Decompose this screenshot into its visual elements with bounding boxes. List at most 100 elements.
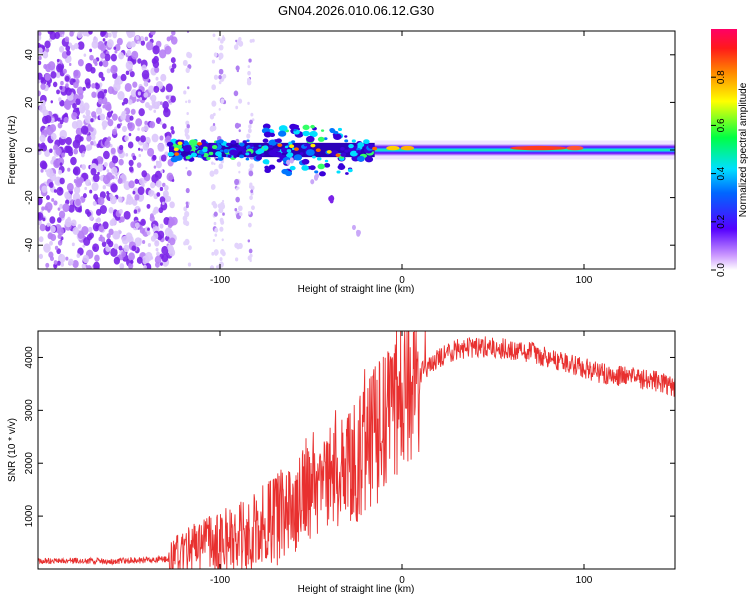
noise-blob (113, 82, 121, 92)
noise-blob (155, 247, 159, 252)
scatter-blob (329, 128, 335, 133)
scatter-hot (289, 144, 295, 148)
scatter-blob (351, 139, 356, 143)
noise-blob (127, 99, 133, 105)
noise-blob (159, 121, 163, 125)
scatter-blob (274, 139, 279, 143)
noise-blob (65, 136, 72, 146)
scatter-hot (173, 147, 179, 152)
noise-blob (132, 155, 137, 161)
noise-blob (56, 58, 60, 63)
scatter-blob (239, 154, 245, 159)
colorbar-label: Normalized spectral amplitude (738, 82, 749, 217)
noise-blob (92, 173, 100, 183)
noise-blob (50, 71, 57, 79)
noise-blob (107, 240, 114, 248)
noise-blob (102, 125, 106, 130)
noise-blob (71, 121, 79, 129)
noise-blob (105, 103, 112, 112)
noise-blob (66, 50, 71, 56)
noise-blob (38, 212, 44, 221)
scatter-blob (219, 149, 224, 152)
noise-blob (59, 129, 67, 140)
colorbar-ticks: 0.0 0.2 0.4 0.6 0.8 (711, 70, 727, 277)
noise-blob (141, 70, 150, 80)
noise-blob (148, 85, 155, 94)
noise-blob (132, 81, 138, 88)
noise-blob (87, 226, 93, 233)
noise-blob (76, 31, 83, 39)
noise-blob (72, 226, 79, 235)
noise-blob (49, 240, 53, 246)
noise-blob (152, 223, 156, 228)
noise-blob (90, 141, 94, 146)
scatter-blob (269, 132, 276, 138)
noise-blob (184, 127, 190, 134)
noise-blob (135, 135, 141, 142)
noise-blob (162, 190, 169, 198)
noise-blob (118, 158, 124, 166)
scatter-blob (286, 149, 292, 153)
noise-blob (57, 122, 63, 129)
noise-blob (71, 219, 77, 227)
noise-blob (250, 112, 254, 117)
noise-blob (89, 54, 94, 61)
scatter-blob (258, 144, 262, 148)
noise-blob (168, 99, 172, 104)
noise-blob (169, 201, 175, 209)
noise-blob (248, 170, 254, 177)
noise-blob (183, 90, 187, 95)
noise-blob (159, 135, 164, 141)
noise-blob (212, 33, 216, 38)
noise-blob (157, 234, 163, 241)
noise-blob (133, 209, 138, 214)
noise-blob (38, 47, 43, 54)
noise-blob (77, 41, 85, 50)
noise-blob (68, 258, 74, 266)
noise-blob (61, 152, 66, 158)
noise-blob (54, 245, 59, 250)
noise-blob (73, 166, 81, 176)
noise-blob (112, 128, 118, 136)
noise-blob (136, 256, 143, 264)
noise-blob (209, 170, 215, 177)
scatter-blob (302, 124, 310, 131)
noise-blob (247, 128, 252, 134)
scatter-blob (206, 156, 211, 161)
noise-blob (80, 152, 85, 158)
noise-blob (73, 186, 81, 195)
scatter-blob (324, 159, 329, 163)
scatter-blob (318, 171, 326, 177)
noise-blob (161, 245, 169, 255)
echo-blob (286, 159, 291, 165)
noise-blob (50, 225, 56, 233)
echo-blob (289, 158, 294, 164)
scatter-blob (276, 148, 280, 152)
noise-blob (40, 83, 46, 90)
scatter-blob (305, 135, 315, 143)
x-tick-label: 100 (576, 575, 593, 586)
noise-blob (91, 111, 97, 118)
noise-blob (107, 32, 112, 38)
noise-blob (165, 95, 169, 100)
noise-blob (119, 208, 123, 214)
noise-blob (71, 111, 78, 120)
scatter-blob (293, 154, 303, 161)
noise-blob (185, 166, 188, 170)
noise-blob (217, 37, 221, 41)
noise-blob (147, 227, 150, 232)
noise-blob (119, 263, 125, 269)
scatter-blob (268, 145, 273, 149)
noise-blob (127, 122, 135, 132)
noise-blob (58, 169, 63, 175)
noise-blob (63, 116, 69, 124)
scatter-blob (264, 165, 270, 170)
noise-blob (143, 124, 149, 132)
noise-blob (127, 141, 134, 149)
echo-blob (310, 179, 315, 185)
scatter-blob (249, 143, 254, 147)
noise-blob (51, 198, 55, 202)
noise-blob (166, 172, 174, 182)
noise-blob (162, 100, 169, 110)
scatter-hot (197, 141, 203, 146)
